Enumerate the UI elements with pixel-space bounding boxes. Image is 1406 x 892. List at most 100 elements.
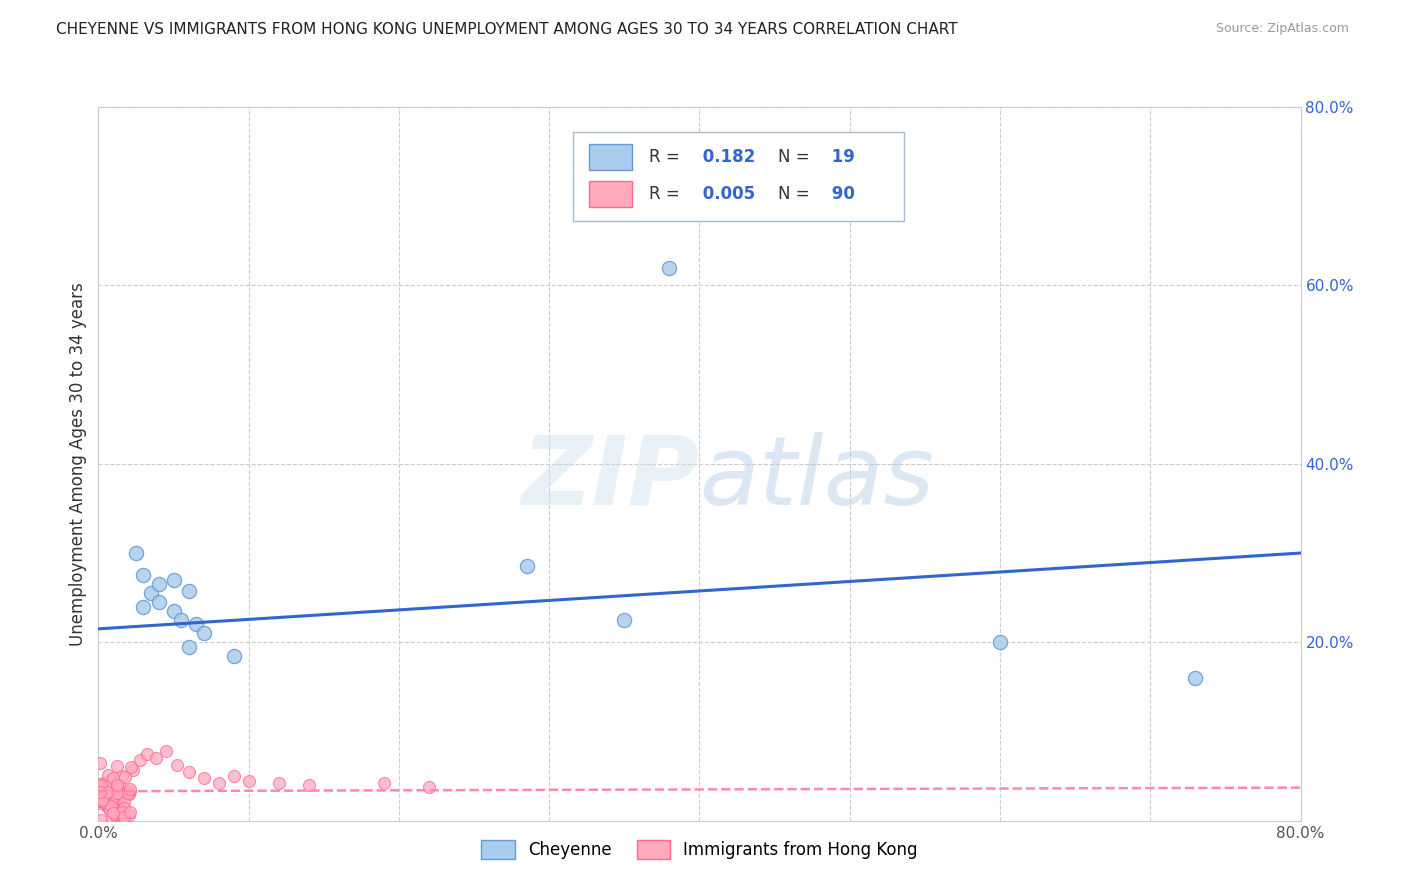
Point: [193, 771, 215, 785]
Point: [170, 613, 193, 627]
Point: [111, 805, 134, 819]
Point: [125, 546, 148, 560]
Point: [107, 778, 129, 792]
Point: [418, 780, 440, 794]
Text: R =: R =: [650, 186, 679, 203]
Point: [103, 786, 125, 800]
Point: [104, 789, 127, 804]
Text: N =: N =: [778, 186, 810, 203]
Point: [122, 764, 145, 778]
Point: [118, 788, 141, 802]
Point: [100, 813, 122, 827]
Point: [222, 648, 245, 663]
Point: [1184, 671, 1206, 685]
Text: ZIP: ZIP: [522, 432, 699, 524]
Point: [121, 760, 143, 774]
Text: CHEYENNE VS IMMIGRANTS FROM HONG KONG UNEMPLOYMENT AMONG AGES 30 TO 34 YEARS COR: CHEYENNE VS IMMIGRANTS FROM HONG KONG UN…: [56, 22, 957, 37]
Point: [90, 794, 112, 808]
Point: [97, 768, 120, 782]
Point: [89, 794, 111, 808]
Point: [193, 626, 215, 640]
Point: [988, 635, 1011, 649]
Point: [105, 782, 128, 797]
Point: [139, 586, 162, 600]
Point: [105, 759, 128, 773]
Point: [91, 775, 114, 789]
Point: [97, 796, 120, 810]
Text: 0.182: 0.182: [697, 148, 755, 166]
Point: [145, 751, 167, 765]
Point: [96, 783, 118, 797]
Point: [120, 784, 142, 798]
Point: [112, 801, 135, 815]
Point: [177, 764, 200, 779]
Point: [96, 785, 118, 799]
Point: [105, 798, 128, 813]
Point: [110, 784, 132, 798]
Point: [89, 788, 111, 802]
FancyBboxPatch shape: [574, 132, 904, 221]
Point: [104, 791, 127, 805]
Point: [97, 776, 120, 790]
Point: [112, 809, 135, 823]
Point: [373, 776, 395, 790]
Point: [112, 810, 135, 824]
Point: [105, 786, 128, 800]
Point: [117, 786, 139, 800]
Point: [94, 778, 117, 792]
Point: [238, 773, 260, 788]
Point: [110, 769, 132, 783]
Text: atlas: atlas: [699, 432, 935, 524]
Point: [104, 807, 127, 822]
Point: [98, 802, 121, 816]
Point: [105, 793, 128, 807]
Point: [97, 796, 120, 810]
Text: 90: 90: [825, 186, 855, 203]
Point: [129, 753, 152, 767]
Point: [90, 778, 112, 792]
Point: [208, 776, 231, 790]
Point: [98, 773, 121, 788]
Text: R =: R =: [650, 148, 679, 166]
Point: [104, 784, 127, 798]
Point: [96, 796, 118, 810]
Point: [135, 747, 157, 761]
Point: [90, 813, 112, 827]
Point: [114, 770, 136, 784]
Point: [298, 778, 321, 792]
Y-axis label: Unemployment Among Ages 30 to 34 years: Unemployment Among Ages 30 to 34 years: [69, 282, 87, 646]
Legend: Cheyenne, Immigrants from Hong Kong: Cheyenne, Immigrants from Hong Kong: [475, 833, 924, 866]
Point: [103, 785, 125, 799]
FancyBboxPatch shape: [589, 145, 633, 169]
Point: [110, 792, 132, 806]
Point: [108, 799, 131, 814]
Point: [222, 769, 245, 783]
Point: [184, 617, 207, 632]
Point: [148, 595, 170, 609]
Point: [148, 577, 170, 591]
Point: [97, 801, 120, 815]
Point: [96, 788, 118, 802]
Point: [155, 744, 177, 758]
Point: [91, 785, 114, 799]
Point: [89, 796, 111, 810]
Point: [267, 776, 290, 790]
Text: N =: N =: [778, 148, 810, 166]
Text: Source: ZipAtlas.com: Source: ZipAtlas.com: [1216, 22, 1350, 36]
Point: [162, 604, 184, 618]
Point: [89, 780, 111, 795]
Point: [166, 758, 188, 772]
Point: [89, 781, 111, 796]
Point: [100, 799, 122, 814]
Text: 0.005: 0.005: [697, 186, 755, 203]
Point: [89, 779, 111, 793]
Point: [108, 788, 131, 802]
Point: [105, 778, 128, 792]
Point: [93, 793, 115, 807]
Point: [118, 808, 141, 822]
Point: [111, 789, 134, 804]
Point: [132, 568, 155, 582]
Point: [658, 260, 681, 275]
Point: [89, 756, 111, 770]
Point: [132, 599, 155, 614]
